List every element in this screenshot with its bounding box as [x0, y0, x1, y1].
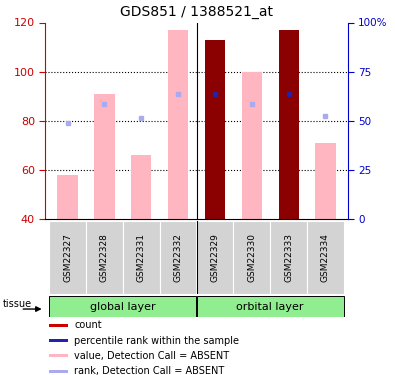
Bar	[212, 40, 218, 219]
Bar	[242, 72, 262, 219]
Text: orbital layer: orbital layer	[237, 302, 304, 312]
Text: GSM22334: GSM22334	[321, 233, 330, 282]
Bar	[49, 221, 86, 294]
Bar	[57, 175, 78, 219]
Title: GDS851 / 1388521_at: GDS851 / 1388521_at	[120, 5, 273, 19]
Bar	[270, 221, 307, 294]
Text: GSM22330: GSM22330	[247, 233, 256, 282]
Bar	[233, 221, 270, 294]
Text: value, Detection Call = ABSENT: value, Detection Call = ABSENT	[75, 351, 229, 361]
Text: GSM22329: GSM22329	[211, 233, 220, 282]
Bar	[197, 221, 233, 294]
Bar	[160, 221, 196, 294]
Text: percentile rank within the sample: percentile rank within the sample	[75, 336, 239, 346]
Text: GSM22332: GSM22332	[173, 233, 182, 282]
Bar	[315, 143, 336, 219]
Text: GSM22328: GSM22328	[100, 233, 109, 282]
Text: count: count	[75, 321, 102, 330]
Bar	[285, 30, 292, 219]
Bar	[197, 296, 344, 317]
Bar	[49, 324, 68, 327]
Bar	[278, 30, 299, 219]
Bar	[49, 369, 68, 373]
Text: rank, Detection Call = ABSENT: rank, Detection Call = ABSENT	[75, 366, 225, 375]
Text: GSM22333: GSM22333	[284, 233, 293, 282]
Bar	[94, 94, 115, 219]
Bar	[123, 221, 160, 294]
Bar	[307, 221, 344, 294]
Text: global layer: global layer	[90, 302, 156, 312]
Text: GSM22327: GSM22327	[63, 233, 72, 282]
Bar	[86, 221, 123, 294]
Bar	[49, 354, 68, 357]
Bar	[205, 40, 225, 219]
Bar	[168, 30, 188, 219]
Text: GSM22331: GSM22331	[137, 233, 146, 282]
Bar	[131, 155, 151, 219]
Text: tissue: tissue	[2, 299, 31, 309]
Bar	[49, 296, 196, 317]
Bar	[49, 339, 68, 342]
